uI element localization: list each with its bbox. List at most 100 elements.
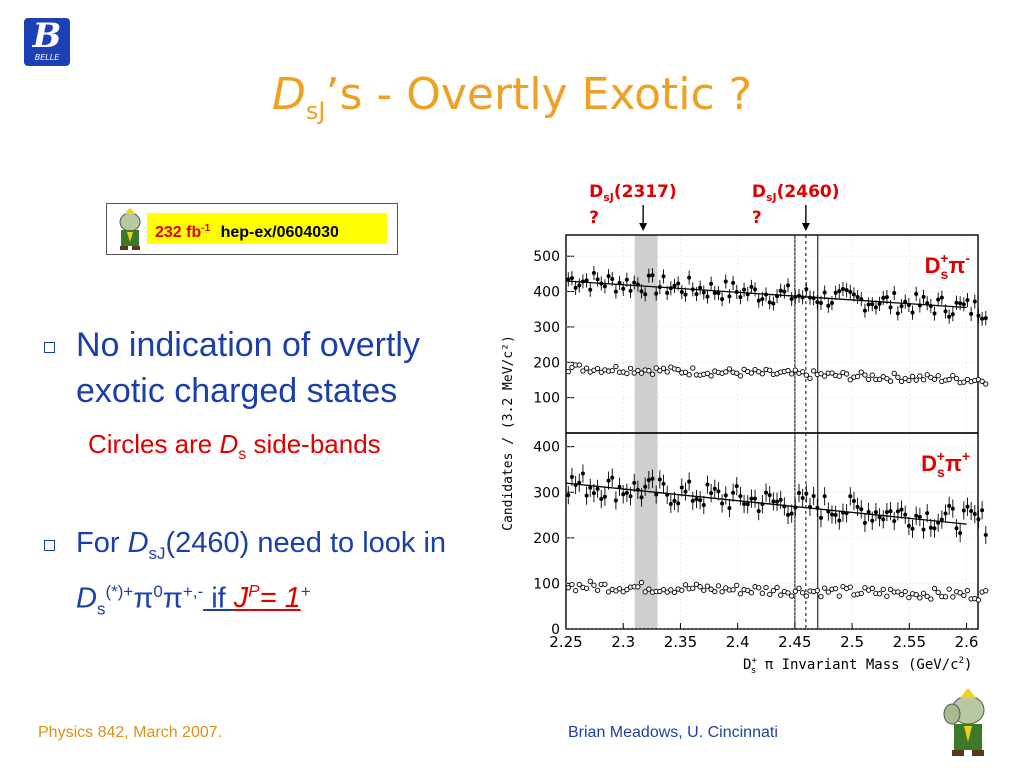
sideband-point [664,589,670,595]
data-point [720,501,725,506]
data-point [665,290,670,295]
sideband-point [821,585,828,591]
sideband-point [843,371,850,377]
data-point [958,531,963,536]
b2-mid: (2460) need to look in [165,527,447,559]
data-point [727,506,732,511]
data-point [720,297,725,302]
sideband-point [950,594,956,600]
data-point [734,484,739,489]
sideband-point [591,582,597,588]
data-point [742,502,747,507]
sub-bullet: Circles are Ds side-bands [88,426,381,473]
sub-dsub: s [238,446,247,464]
data-point [936,297,941,302]
panel-frame [565,432,979,630]
sideband-point [935,589,941,596]
x-tick-label: 2.5 [840,633,864,651]
sideband-point [884,375,890,382]
data-point [573,285,578,290]
logo-text: BELLE [34,53,60,62]
data-point [676,501,681,506]
data-point [899,507,904,512]
sideband-point [569,364,575,371]
data-point [844,288,849,293]
data-point [643,484,648,489]
sideband-point [858,590,864,596]
x-tick-label: 2.3 [611,633,635,651]
data-point [804,287,809,292]
bullet-1-text: No indication of overtly exotic charged … [76,326,420,410]
sub-post: side-bands [246,429,381,459]
data-point [943,309,948,314]
data-point [855,295,860,300]
data-point [749,284,754,289]
sideband-point [876,591,883,597]
sideband-point [660,365,667,372]
b2-plus: + [300,581,311,601]
sideband-point [785,590,791,596]
sideband-point [946,376,952,383]
sideband-point [704,583,711,589]
y-tick-label: 300 [533,485,560,501]
sideband-point [734,582,740,589]
data-point [884,295,889,300]
data-point [621,492,626,497]
data-point [584,278,589,283]
sideband-point [598,369,604,375]
data-point [851,292,856,297]
b2-eq: = 1 [259,582,301,615]
data-point [829,512,834,517]
sideband-point [957,590,963,596]
sideband-point [576,581,582,588]
data-point [950,506,955,511]
sideband-point [931,585,938,592]
sideband-point [836,593,842,599]
bullet-square-icon [44,540,55,551]
sideband-point [902,588,908,595]
data-point [939,295,944,300]
x-tick-label: 2.45 [778,633,811,651]
sideband-point [983,381,989,387]
data-point [917,514,922,519]
sideband-point [924,372,930,378]
data-point [778,288,783,293]
data-point [804,491,809,496]
fit-curve [565,482,967,525]
sideband-point [660,586,667,593]
data-point [888,305,893,310]
sideband-point [594,587,601,593]
data-point [903,512,908,517]
data-point [947,503,952,508]
bullet-2-text: For DsJ(2460) need to look in Ds(*)+π0π+… [76,524,504,628]
data-point [811,493,816,498]
sideband-point [917,373,923,379]
sideband-point [931,376,938,382]
data-point [727,294,732,299]
data-point [877,301,882,306]
data-point [829,301,834,306]
data-point [837,518,842,523]
data-point [866,302,871,307]
data-point [921,527,926,532]
data-point [899,304,904,309]
data-point [969,508,974,513]
sideband-point [821,373,828,379]
data-point [650,273,655,278]
sideband-point [679,587,685,593]
sideband-point [569,581,575,588]
data-point [672,283,677,288]
lumi-sup: -1 [201,223,211,234]
sideband-point [646,586,652,592]
data-point [742,287,747,292]
sideband-point [887,378,894,384]
sideband-point [704,370,711,377]
sideband-point [924,593,930,600]
data-point [595,277,600,282]
sideband-point [917,595,923,601]
resonance-annotation: DsJ(2317) [589,182,677,204]
data-point [961,302,966,307]
x-tick-label: 2.55 [893,633,926,651]
sideband-point [854,373,861,380]
sideband-point [748,370,755,376]
